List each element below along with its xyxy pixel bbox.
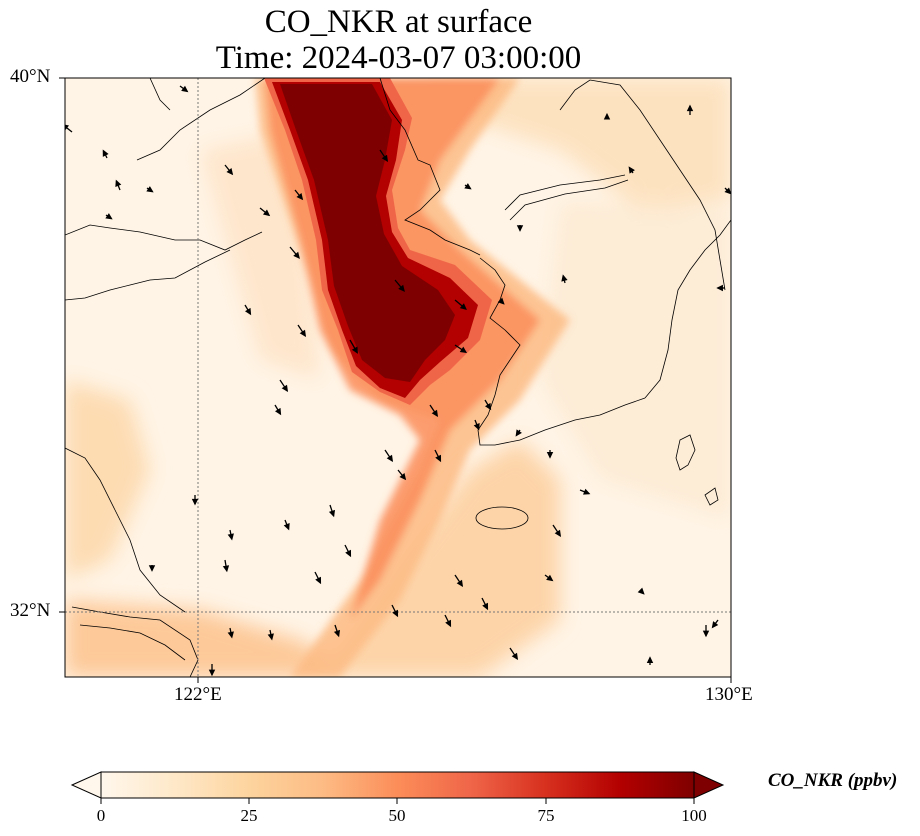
wind-arrow-head — [102, 149, 109, 157]
wind-arrow-head — [473, 423, 480, 431]
wind-arrow-head — [716, 284, 723, 292]
wind-arrow-head — [244, 307, 252, 316]
wind-arrow-head — [283, 523, 290, 531]
wind-arrow-head — [191, 498, 199, 506]
wind-arrow-head — [381, 154, 389, 163]
wind-arrow-head — [583, 488, 591, 495]
wind-arrow-head — [208, 669, 216, 677]
wind-arrow-head — [351, 346, 358, 354]
map-subtitle-time: Time: 2024-03-07 03:00:00 — [215, 40, 582, 76]
heatmap-field — [65, 78, 731, 677]
wind-arrow-head — [484, 402, 492, 411]
wind-arrow-head — [398, 284, 405, 292]
wind-arrow-head — [222, 565, 230, 573]
wind-arrow-head — [262, 209, 271, 217]
wind-arrow-head — [646, 656, 654, 663]
plot-frame — [64, 77, 732, 678]
wind-arrow-head — [445, 619, 452, 628]
wind-arrow-head — [315, 576, 322, 585]
wind-arrow-head — [628, 166, 635, 174]
wind-arrow-head — [464, 183, 472, 190]
colorbar-tick-0: 0 — [96, 806, 106, 825]
wind-arrow-head — [181, 85, 189, 93]
wind-arrow-head — [482, 602, 489, 611]
wind-arrow-head — [497, 297, 505, 305]
coastline — [65, 78, 731, 677]
colorbar-tick-50: 50 — [388, 806, 406, 825]
wind-arrow-head — [333, 629, 341, 638]
wind-arrow-head — [105, 213, 113, 220]
wind-arrow-head — [431, 409, 439, 418]
wind-arrow-head — [724, 187, 731, 195]
wind-arrow-head — [456, 579, 464, 588]
colorbar — [70, 771, 725, 804]
wind-arrow-head — [459, 303, 467, 310]
colorbar-tick-25: 25 — [240, 806, 258, 825]
wind-arrow-head — [115, 179, 122, 187]
wind-arrow-head — [148, 565, 156, 572]
wind-arrow-head — [561, 274, 568, 282]
wind-arrow-head — [227, 533, 234, 541]
lat-label-32: 32°N — [10, 600, 51, 621]
wind-arrow-head — [515, 429, 522, 437]
wind-arrow-head — [267, 633, 274, 641]
colorbar-tick-100: 100 — [681, 806, 707, 825]
wind-arrow-head — [345, 549, 352, 558]
wind-arrow-head — [328, 509, 336, 518]
wind-arrow-head — [227, 631, 234, 639]
wind-arrow-head — [293, 251, 300, 259]
wind-arrow-head — [392, 609, 399, 618]
wind-arrow-head — [516, 225, 524, 232]
wind-arrow-head — [686, 104, 694, 112]
wind-vectors — [65, 85, 731, 677]
lon-label-122: 122°E — [174, 684, 222, 705]
wind-arrow-head — [226, 167, 234, 176]
wind-arrow-head — [603, 112, 611, 120]
wind-arrow-head — [546, 574, 554, 582]
wind-arrow-head — [554, 529, 562, 538]
wind-arrow-head — [702, 630, 710, 638]
lat-label-40: 40°N — [10, 66, 51, 87]
wind-arrow-head — [274, 407, 282, 416]
wind-arrow-head — [399, 472, 407, 481]
colorbar-label: CO_NKR (ppbv) — [768, 770, 898, 791]
wind-arrow-head — [711, 621, 719, 629]
wind-arrow-head — [459, 346, 468, 354]
wind-arrow-head — [637, 587, 645, 595]
wind-arrow-head — [435, 454, 442, 463]
wind-arrow-head — [281, 384, 289, 393]
wind-arrow-head — [299, 329, 307, 338]
wind-arrow-head — [511, 652, 519, 661]
wind-arrow-head — [146, 186, 154, 193]
wind-arrow-head — [386, 454, 394, 463]
wind-arrow-head — [296, 192, 304, 201]
wind-arrow-head — [546, 452, 554, 459]
lon-label-130: 130°E — [705, 684, 753, 705]
wind-arrow — [65, 125, 73, 133]
map-title: CO_NKR at surface — [264, 4, 533, 40]
colorbar-tick-75: 75 — [537, 806, 555, 825]
